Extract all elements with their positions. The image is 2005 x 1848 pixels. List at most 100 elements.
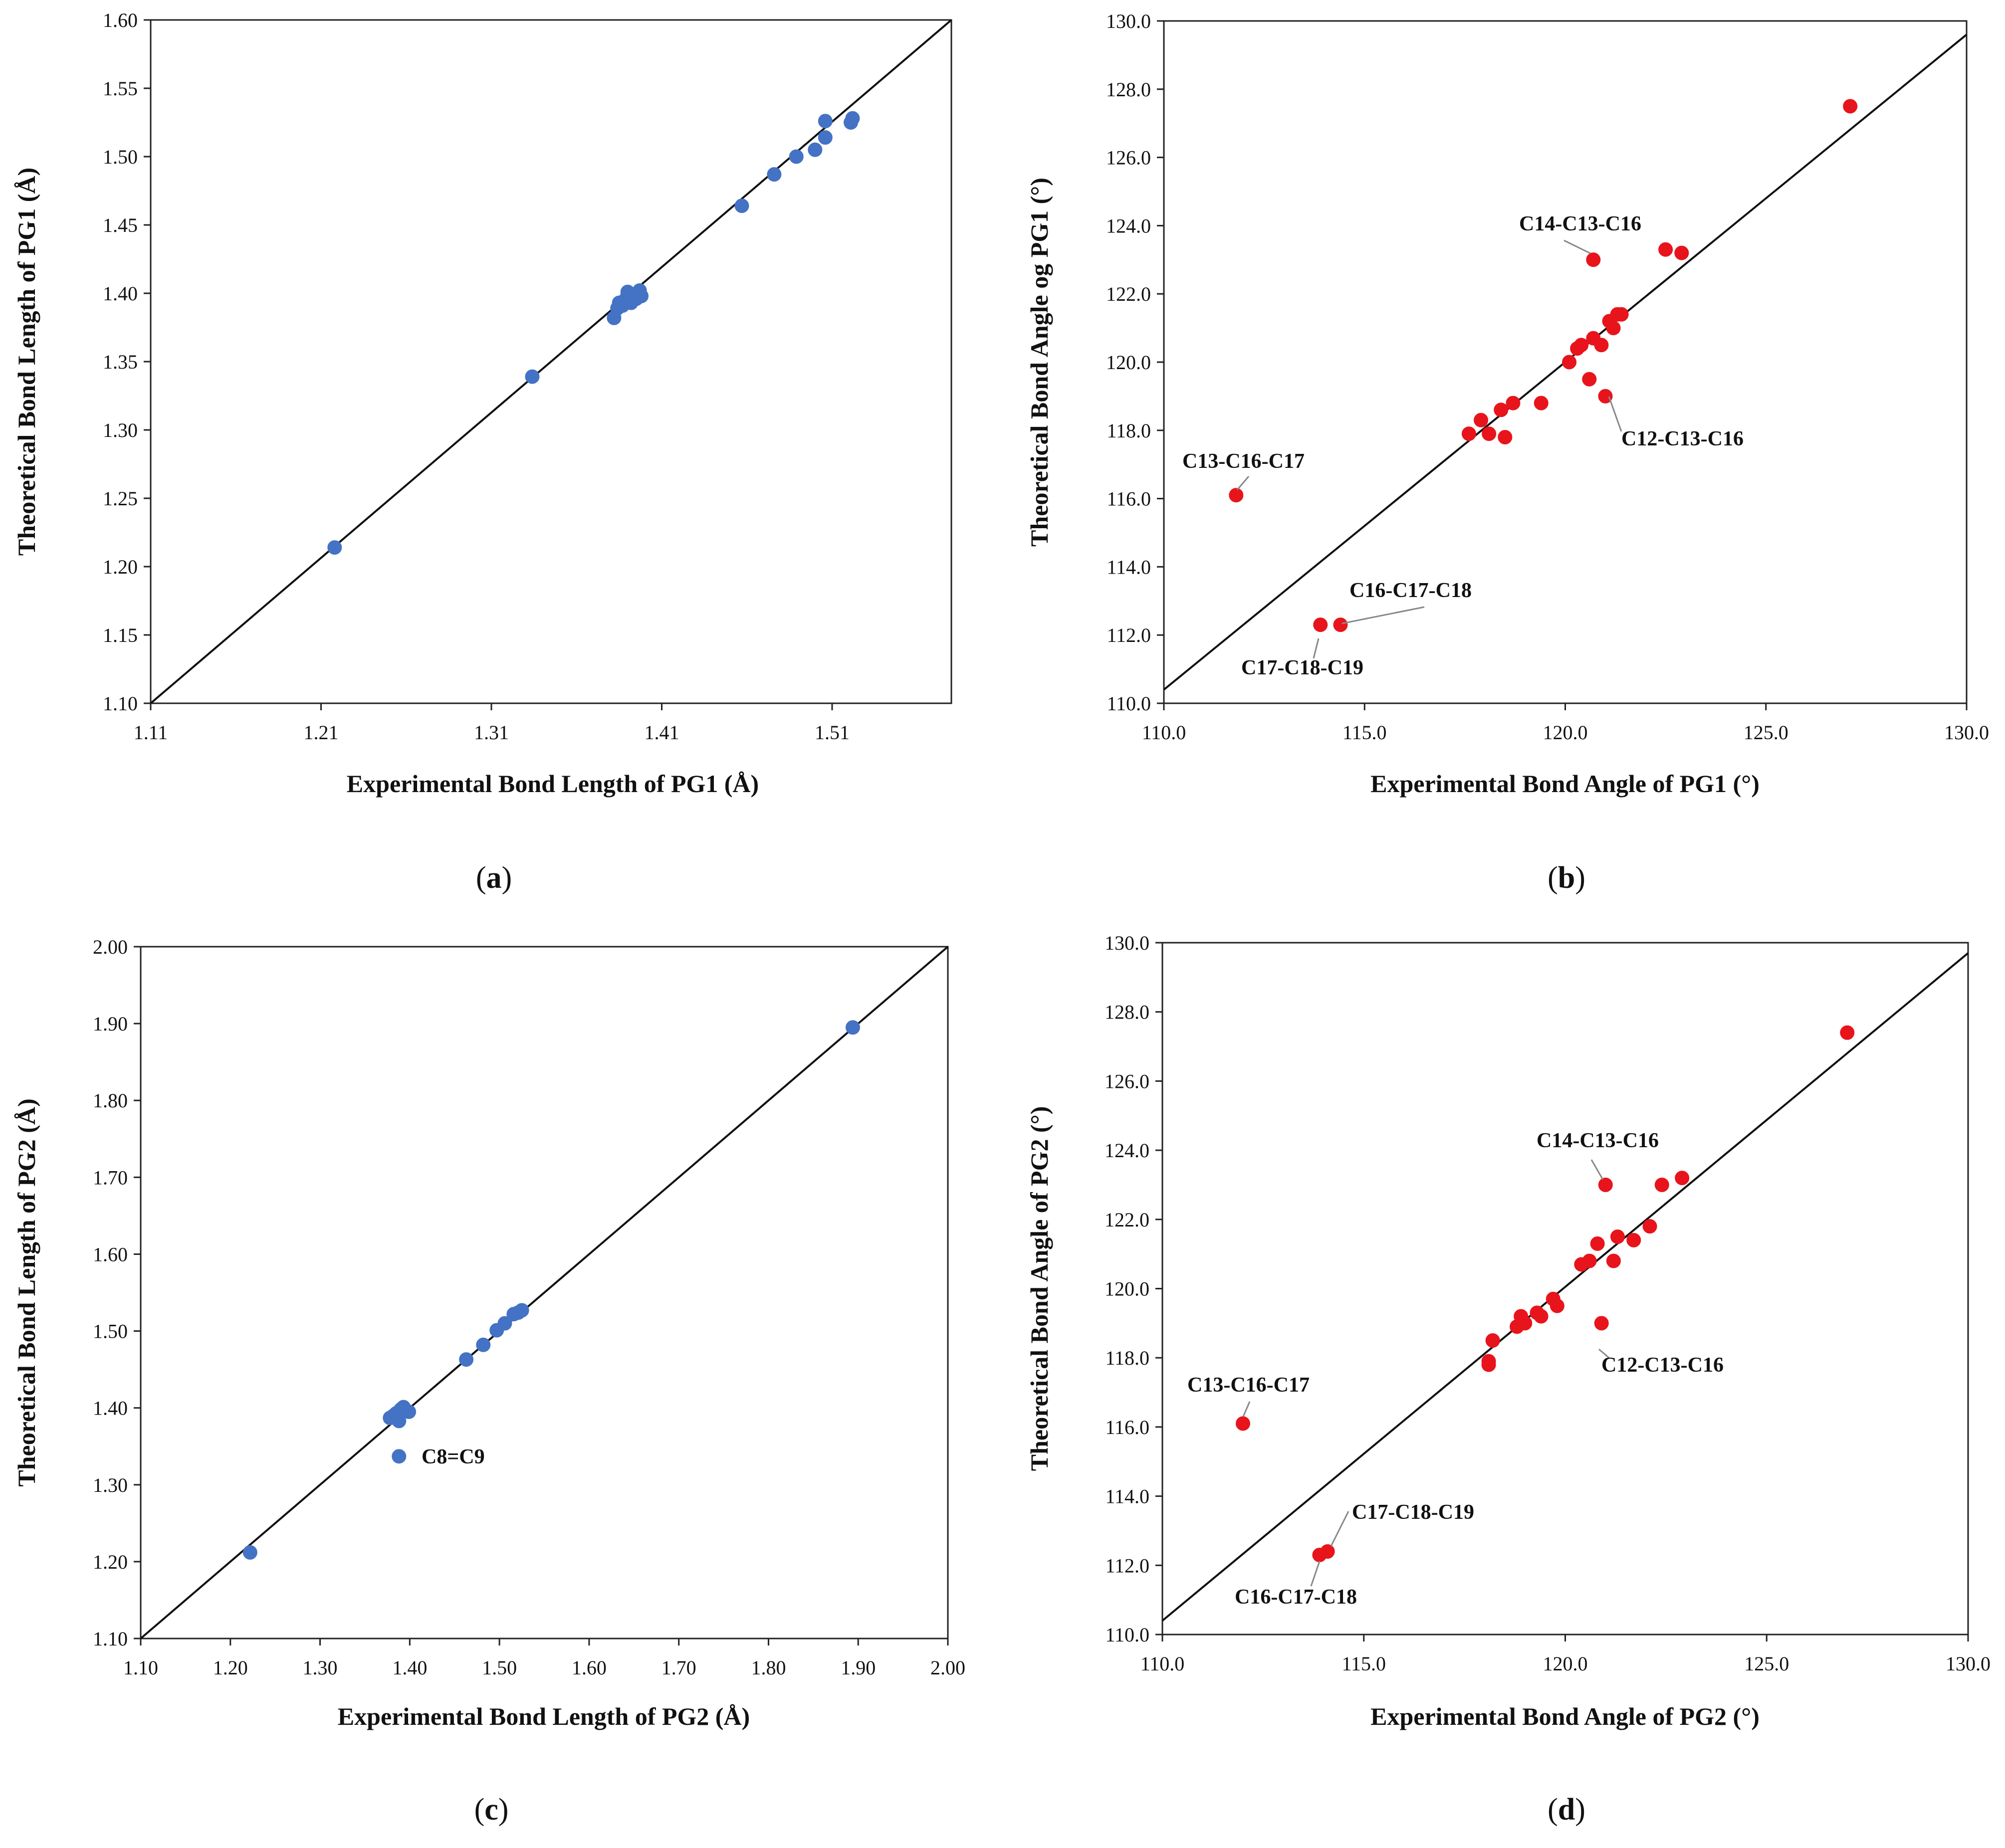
scatter-point: [845, 111, 860, 126]
scatter-point: [1534, 1309, 1549, 1324]
x-tick-label: 2.00: [930, 1656, 965, 1679]
scatter-point: [1594, 1316, 1609, 1331]
y-tick-label: 116.0: [1105, 1416, 1149, 1438]
x-tick-label: 1.20: [213, 1656, 248, 1679]
scatter-point: [1654, 1177, 1669, 1192]
y-tick-label: 1.50: [103, 146, 138, 168]
y-tick-label: 124.0: [1106, 214, 1151, 237]
scatter-point: [1506, 396, 1521, 411]
x-tick-label: 1.11: [134, 721, 168, 744]
y-tick-label: 112.0: [1107, 624, 1151, 646]
panel-b: 110.0 115.0 120.0 125.0 130.0 110.0 112.0 114.0…: [1025, 10, 1989, 895]
scatter-point: [1843, 99, 1858, 114]
x-tick-label: 1.60: [572, 1656, 607, 1679]
scatter-point: [1333, 617, 1348, 632]
y-tick-label: 1.10: [103, 692, 138, 715]
y-tick-label: 120.0: [1105, 1278, 1149, 1300]
scatter-point: [242, 1545, 257, 1560]
y-tick-label: 1.50: [93, 1320, 128, 1343]
x-tick-label: 1.80: [751, 1656, 786, 1679]
panel-a: 1.11 1.21 1.31 1.41 1.51 1.10 1.15 1.20 1.25 1.30…: [12, 9, 952, 895]
scatter-point: [1582, 372, 1597, 387]
scatter-point: [1642, 1219, 1657, 1234]
scatter-point: [1485, 1333, 1500, 1348]
scatter-point: [1482, 426, 1497, 441]
y-tick-label: 118.0: [1105, 1347, 1149, 1369]
scatter-point: [1675, 1171, 1690, 1186]
annotation-label: C12-C13-C16: [1601, 1354, 1724, 1377]
x-tick-label: 120.0: [1543, 721, 1588, 744]
scatter-point: [1518, 1316, 1533, 1331]
y-tick-label: 1.90: [93, 1013, 128, 1035]
y-tick-label: 128.0: [1106, 78, 1151, 101]
annotation-label: C12-C13-C16: [1621, 427, 1744, 450]
annotation-leader: [1310, 1561, 1321, 1587]
scatter-point: [1562, 355, 1577, 370]
scatter-point: [789, 149, 804, 164]
annotation-label: C16-C17-C18: [1235, 1586, 1357, 1609]
panel-label: (b): [1548, 861, 1585, 895]
y-tick-label: 112.0: [1105, 1554, 1149, 1577]
y-tick-label: 2.00: [93, 936, 128, 958]
x-tick-label: 115.0: [1342, 721, 1387, 744]
scatter-point: [1610, 1229, 1625, 1244]
scatter-point: [767, 167, 782, 182]
scatter-point: [1590, 1236, 1605, 1251]
y-tick-label: 130.0: [1105, 932, 1149, 954]
y-tick-label: 1.60: [93, 1243, 128, 1265]
scatter-point: [392, 1449, 407, 1464]
scatter-point: [1606, 1253, 1621, 1268]
y-tick-label: 126.0: [1106, 147, 1151, 169]
scatter-point: [1606, 321, 1621, 336]
y-tick-label: 1.10: [93, 1628, 128, 1650]
x-axis-label: Experimental Bond Length of PG1 (Å): [347, 770, 759, 798]
scatter-point: [1474, 412, 1489, 427]
y-tick-label: 128.0: [1105, 1001, 1149, 1024]
y-tick-label: 110.0: [1105, 1624, 1149, 1646]
scatter-point: [1236, 1416, 1250, 1431]
x-tick-label: 130.0: [1946, 1652, 1991, 1675]
x-tick-label: 1.10: [123, 1656, 158, 1679]
y-tick-label: 118.0: [1107, 419, 1151, 442]
annotation-label: C13-C16-C17: [1187, 1374, 1310, 1397]
scatter-point: [1658, 242, 1673, 257]
y-axis-label: Theoretical Bond Angle of PG2 (°): [1025, 1106, 1053, 1471]
x-tick-label: 115.0: [1341, 1652, 1386, 1675]
y-tick-label: 1.80: [93, 1089, 128, 1112]
y-tick-label: 122.0: [1105, 1209, 1149, 1231]
annotation-leader: [1563, 239, 1591, 254]
y-tick-label: 1.15: [103, 624, 138, 646]
scatter-point: [459, 1352, 474, 1367]
annotation-label: C8=C9: [422, 1445, 485, 1468]
scatter-point: [1598, 1177, 1613, 1192]
y-tick-label: 1.55: [103, 77, 138, 100]
y-tick-label: 1.60: [103, 9, 138, 31]
scatter-point: [1320, 1544, 1335, 1559]
panel-label: (a): [476, 861, 512, 895]
scatter-point: [1840, 1025, 1855, 1040]
panel-c: 1.10 1.20 1.30 1.40 1.50 1.60 1.70 1.80 1.90 2.00…: [12, 936, 965, 1827]
y-axis-label: Theoretical Bond Length of PG1 (Å): [12, 168, 40, 556]
y-tick-label: 130.0: [1106, 10, 1151, 32]
y-axis-label: Theoretical Bond Length of PG2 (Å): [12, 1098, 40, 1486]
annotation-leader: [1608, 396, 1622, 432]
x-tick-label: 1.21: [303, 721, 338, 744]
scatter-point: [1614, 307, 1629, 322]
scatter-point: [734, 199, 749, 213]
scatter-point: [1494, 403, 1509, 417]
annotation-leader: [1242, 1401, 1251, 1417]
annotation-leader: [1236, 476, 1250, 490]
scatter-point: [476, 1337, 491, 1352]
scatter-point: [1229, 488, 1244, 503]
scatter-point: [1574, 338, 1589, 353]
scatter-point: [1313, 617, 1328, 632]
scatter-point: [818, 114, 833, 129]
scatter-point: [514, 1303, 529, 1318]
y-tick-label: 116.0: [1107, 488, 1151, 510]
x-tick-label: 1.41: [644, 721, 679, 744]
y-tick-label: 114.0: [1105, 1485, 1149, 1508]
x-tick-label: 1.30: [303, 1656, 338, 1679]
annotation-leader: [1313, 638, 1320, 659]
panel-label: (c): [474, 1793, 509, 1827]
y-tick-label: 1.45: [103, 214, 138, 236]
